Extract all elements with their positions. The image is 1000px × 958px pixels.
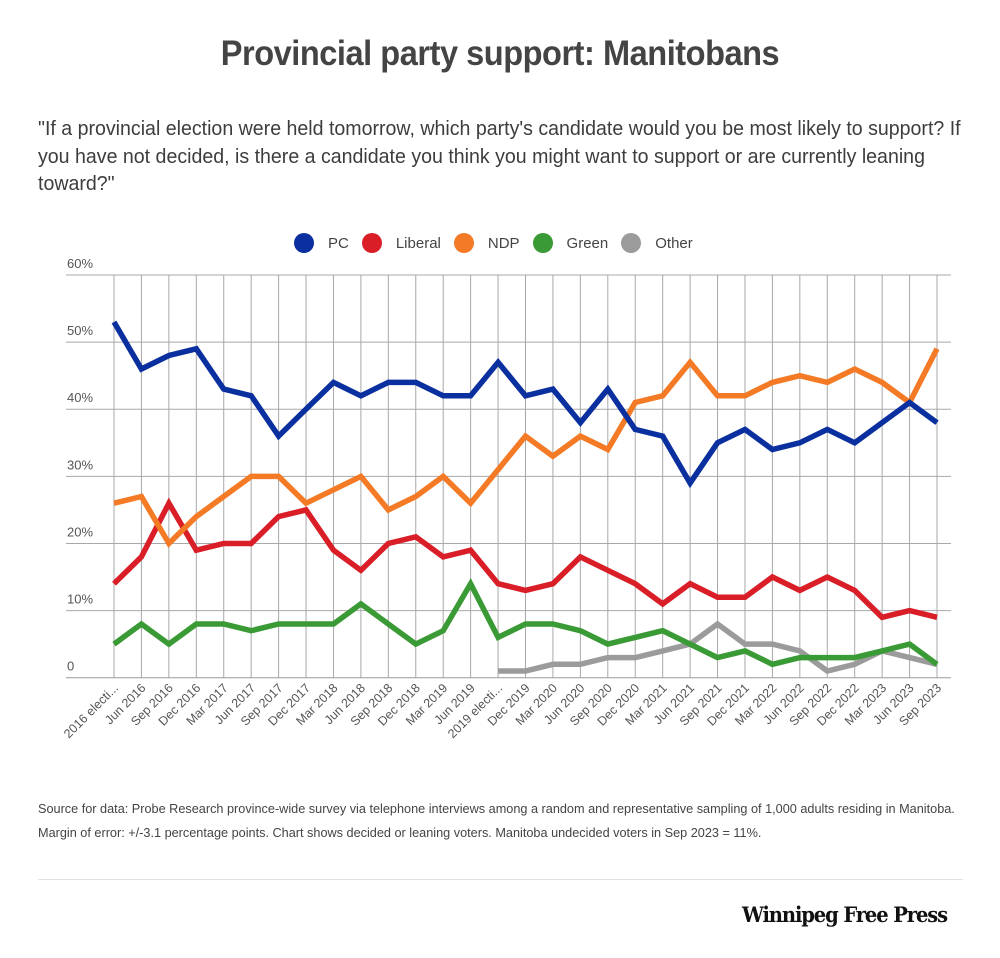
y-tick-label: 20% [67,524,93,539]
y-tick-label: 60% [67,256,93,271]
legend: PC Liberal NDP Green Other [294,232,706,254]
source-note: Source for data: Probe Research province… [38,802,955,840]
chart-subtitle: "If a provincial election were held tomo… [38,117,961,195]
line-chart: 0 10% 20% 30% 40% 50% 60% 2016 electi...Jun 20… [61,256,951,741]
legend-label-ndp: NDP [487,234,520,252]
chart-title: Provincial party support: Manitobans [220,34,780,73]
legend-dot-green-icon [532,233,553,253]
legend-label-other: Other [655,234,693,252]
y-tick-label: 40% [67,390,93,405]
legend-dot-pc-icon [294,233,314,253]
legend-label-pc: PC [328,234,349,252]
legend-item-green[interactable]: Green [532,233,609,253]
y-tick-label: 10% [67,592,93,607]
series-lines [111,320,940,674]
winnipeg-free-press-logo: Winnipeg Free Press [742,902,948,927]
y-tick-label: 30% [67,457,93,472]
legend-dot-liberal-icon [361,233,382,253]
y-axis-labels: 0 10% 20% 30% 40% 50% 60% [67,256,93,674]
legend-dot-other-icon [621,233,642,253]
legend-item-pc[interactable]: PC [294,233,349,253]
legend-label-liberal: Liberal [395,234,441,252]
legend-label-green: Green [566,234,609,252]
legend-item-other[interactable]: Other [621,233,693,253]
y-tick-label: 0 [67,659,74,674]
legend-item-liberal[interactable]: Liberal [361,233,441,253]
y-tick-label: 50% [67,323,93,338]
legend-item-ndp[interactable]: NDP [453,233,520,253]
footer-separator [38,879,963,880]
grid [66,274,951,679]
legend-dot-ndp-icon [453,233,474,253]
